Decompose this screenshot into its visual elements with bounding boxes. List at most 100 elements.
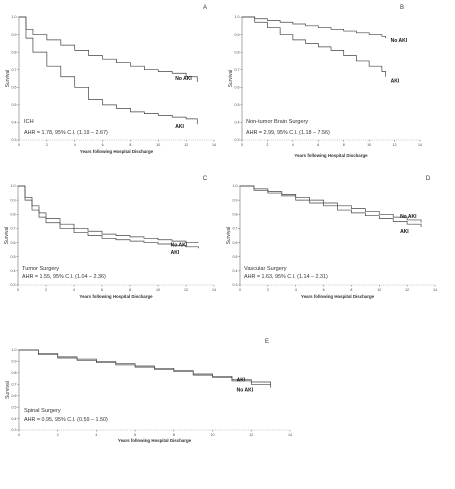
y-tick-label: 0.4 — [233, 269, 238, 273]
panel-letter: E — [265, 339, 269, 345]
x-tick-label: 0 — [18, 143, 20, 147]
x-tick-label: 14 — [418, 143, 422, 147]
series-line-no-aki — [240, 185, 422, 223]
y-tick-label: 1.0 — [12, 348, 17, 352]
series-label-aki: AKI — [391, 79, 400, 85]
x-axis-label: Years following Hospital Discharge — [301, 294, 375, 299]
x-tick-label: 2 — [266, 143, 268, 147]
y-tick-label: 1.0 — [12, 15, 17, 19]
y-tick-label: 0.8 — [12, 371, 17, 375]
x-tick-label: 0 — [17, 288, 19, 292]
x-tick-label: 12 — [393, 143, 397, 147]
y-tick-label: 0.7 — [12, 382, 17, 386]
x-axis-label: Years following Hospital Discharge — [79, 294, 153, 299]
y-tick-label: 0.7 — [235, 68, 240, 72]
x-tick-label: 10 — [211, 433, 215, 437]
ahr-text: AHR = 2.99, 95% C.I. (1.18 – 7.56) — [246, 130, 330, 136]
x-tick-label: 10 — [156, 288, 160, 292]
series-label-no-aki: No AKI — [175, 76, 192, 82]
y-tick-label: 0.9 — [235, 33, 240, 37]
x-tick-label: 6 — [101, 288, 103, 292]
series-label-no-aki: No AKI — [237, 388, 254, 394]
x-tick-label: 0 — [239, 288, 241, 292]
x-tick-label: 2 — [45, 288, 47, 292]
x-tick-label: 6 — [323, 288, 325, 292]
y-tick-label: 0.6 — [12, 394, 17, 398]
y-tick-label: 0.3 — [12, 428, 17, 432]
x-axis-label: Years following Hospital Discharge — [118, 438, 192, 443]
y-tick-label: 0.3 — [235, 138, 240, 142]
series-line-no-aki — [18, 185, 199, 243]
y-tick-label: 0.8 — [235, 50, 240, 54]
x-tick-label: 10 — [156, 143, 160, 147]
group-label: Tumor Surgery — [22, 266, 59, 272]
panel-letter: B — [400, 5, 404, 11]
y-tick-label: 0.4 — [12, 417, 17, 421]
x-tick-label: 14 — [212, 288, 216, 292]
y-tick-label: 0.9 — [12, 360, 17, 364]
series-line-no-aki — [19, 16, 198, 83]
x-tick-label: 6 — [134, 433, 136, 437]
x-tick-label: 8 — [129, 288, 131, 292]
y-tick-label: 0.7 — [11, 227, 16, 231]
ahr-text: AHR = 1.55, 95% C.I. (1.04 – 2.36) — [22, 274, 106, 280]
panel-d: 0.3 0.4 0.5 0.6 0.7 0.8 0.9 1.0 0 2 4 6 8 10 12 14 Years… — [226, 176, 437, 299]
y-tick-label: 0.3 — [233, 283, 238, 287]
series-line-no-aki — [19, 349, 271, 388]
y-tick-label: 0.6 — [235, 85, 240, 89]
y-tick-label: 0.7 — [12, 68, 17, 72]
y-tick-label: 0.4 — [235, 121, 240, 125]
ahr-text: AHR = 1.78, 95% C.I. (1.19 – 2.67) — [24, 130, 108, 136]
y-tick-label: 0.8 — [12, 50, 17, 54]
series-line-aki — [18, 185, 199, 249]
y-tick-label: 0.8 — [233, 212, 238, 216]
panel-letter: A — [203, 5, 207, 11]
series-line-aki — [242, 16, 387, 77]
series-label-aki: AKI — [400, 229, 409, 235]
y-tick-label: 0.4 — [11, 269, 16, 273]
panel-b: 0.3 0.4 0.5 0.6 0.7 0.8 0.9 1.0 0 2 4 6 8 10 12 14 Years… — [228, 5, 422, 158]
y-tick-label: 0.4 — [12, 121, 17, 125]
y-tick-label: 0.6 — [11, 241, 16, 245]
group-label: Spinal Surgery — [24, 408, 61, 414]
series-label-aki: AKI — [175, 124, 184, 130]
x-tick-label: 8 — [129, 143, 131, 147]
y-tick-label: 0.5 — [12, 103, 17, 107]
y-tick-label: 0.3 — [11, 283, 16, 287]
x-tick-label: 2 — [57, 433, 59, 437]
x-tick-label: 4 — [73, 288, 75, 292]
series-label-aki: AKI — [171, 250, 180, 256]
y-axis-label: Survival — [5, 70, 11, 88]
x-axis-label: Years following Hospital Discharge — [80, 149, 154, 154]
x-tick-label: 2 — [267, 288, 269, 292]
y-axis-label: Survival — [228, 70, 234, 88]
x-tick-label: 0 — [18, 433, 20, 437]
panel-c: 0.3 0.4 0.5 0.6 0.7 0.8 0.9 1.0 0 2 4 6 8 10 12 14 Years… — [4, 176, 216, 299]
y-tick-label: 0.7 — [233, 227, 238, 231]
x-tick-label: 4 — [95, 433, 97, 437]
series-label-aki: AKI — [237, 377, 246, 383]
x-tick-label: 2 — [46, 143, 48, 147]
x-tick-label: 8 — [343, 143, 345, 147]
y-tick-label: 0.6 — [12, 85, 17, 89]
series-label-no-aki: No AKI — [400, 214, 417, 220]
x-tick-label: 14 — [433, 288, 437, 292]
x-tick-label: 12 — [184, 288, 188, 292]
x-tick-label: 8 — [173, 433, 175, 437]
y-axis-label: Survival — [5, 381, 11, 399]
x-tick-label: 4 — [295, 288, 297, 292]
y-tick-label: 0.5 — [235, 103, 240, 107]
y-tick-label: 1.0 — [233, 184, 238, 188]
x-tick-label: 6 — [317, 143, 319, 147]
series-label-no-aki: No AKI — [391, 38, 408, 44]
x-tick-label: 10 — [367, 143, 371, 147]
y-axis-label: Survival — [226, 227, 232, 245]
ahr-text: AHR = 0.95, 95% C.I. (0.59 – 1.50) — [24, 417, 108, 423]
y-tick-label: 0.9 — [12, 33, 17, 37]
y-tick-label: 0.5 — [233, 255, 238, 259]
x-tick-label: 8 — [350, 288, 352, 292]
x-tick-label: 12 — [184, 143, 188, 147]
panel-e: 0.3 0.4 0.5 0.6 0.7 0.8 0.9 1.0 0 2 4 6 8 10 12 14 Years… — [5, 339, 292, 443]
series-line-aki — [240, 185, 422, 228]
y-tick-label: 0.9 — [233, 198, 238, 202]
